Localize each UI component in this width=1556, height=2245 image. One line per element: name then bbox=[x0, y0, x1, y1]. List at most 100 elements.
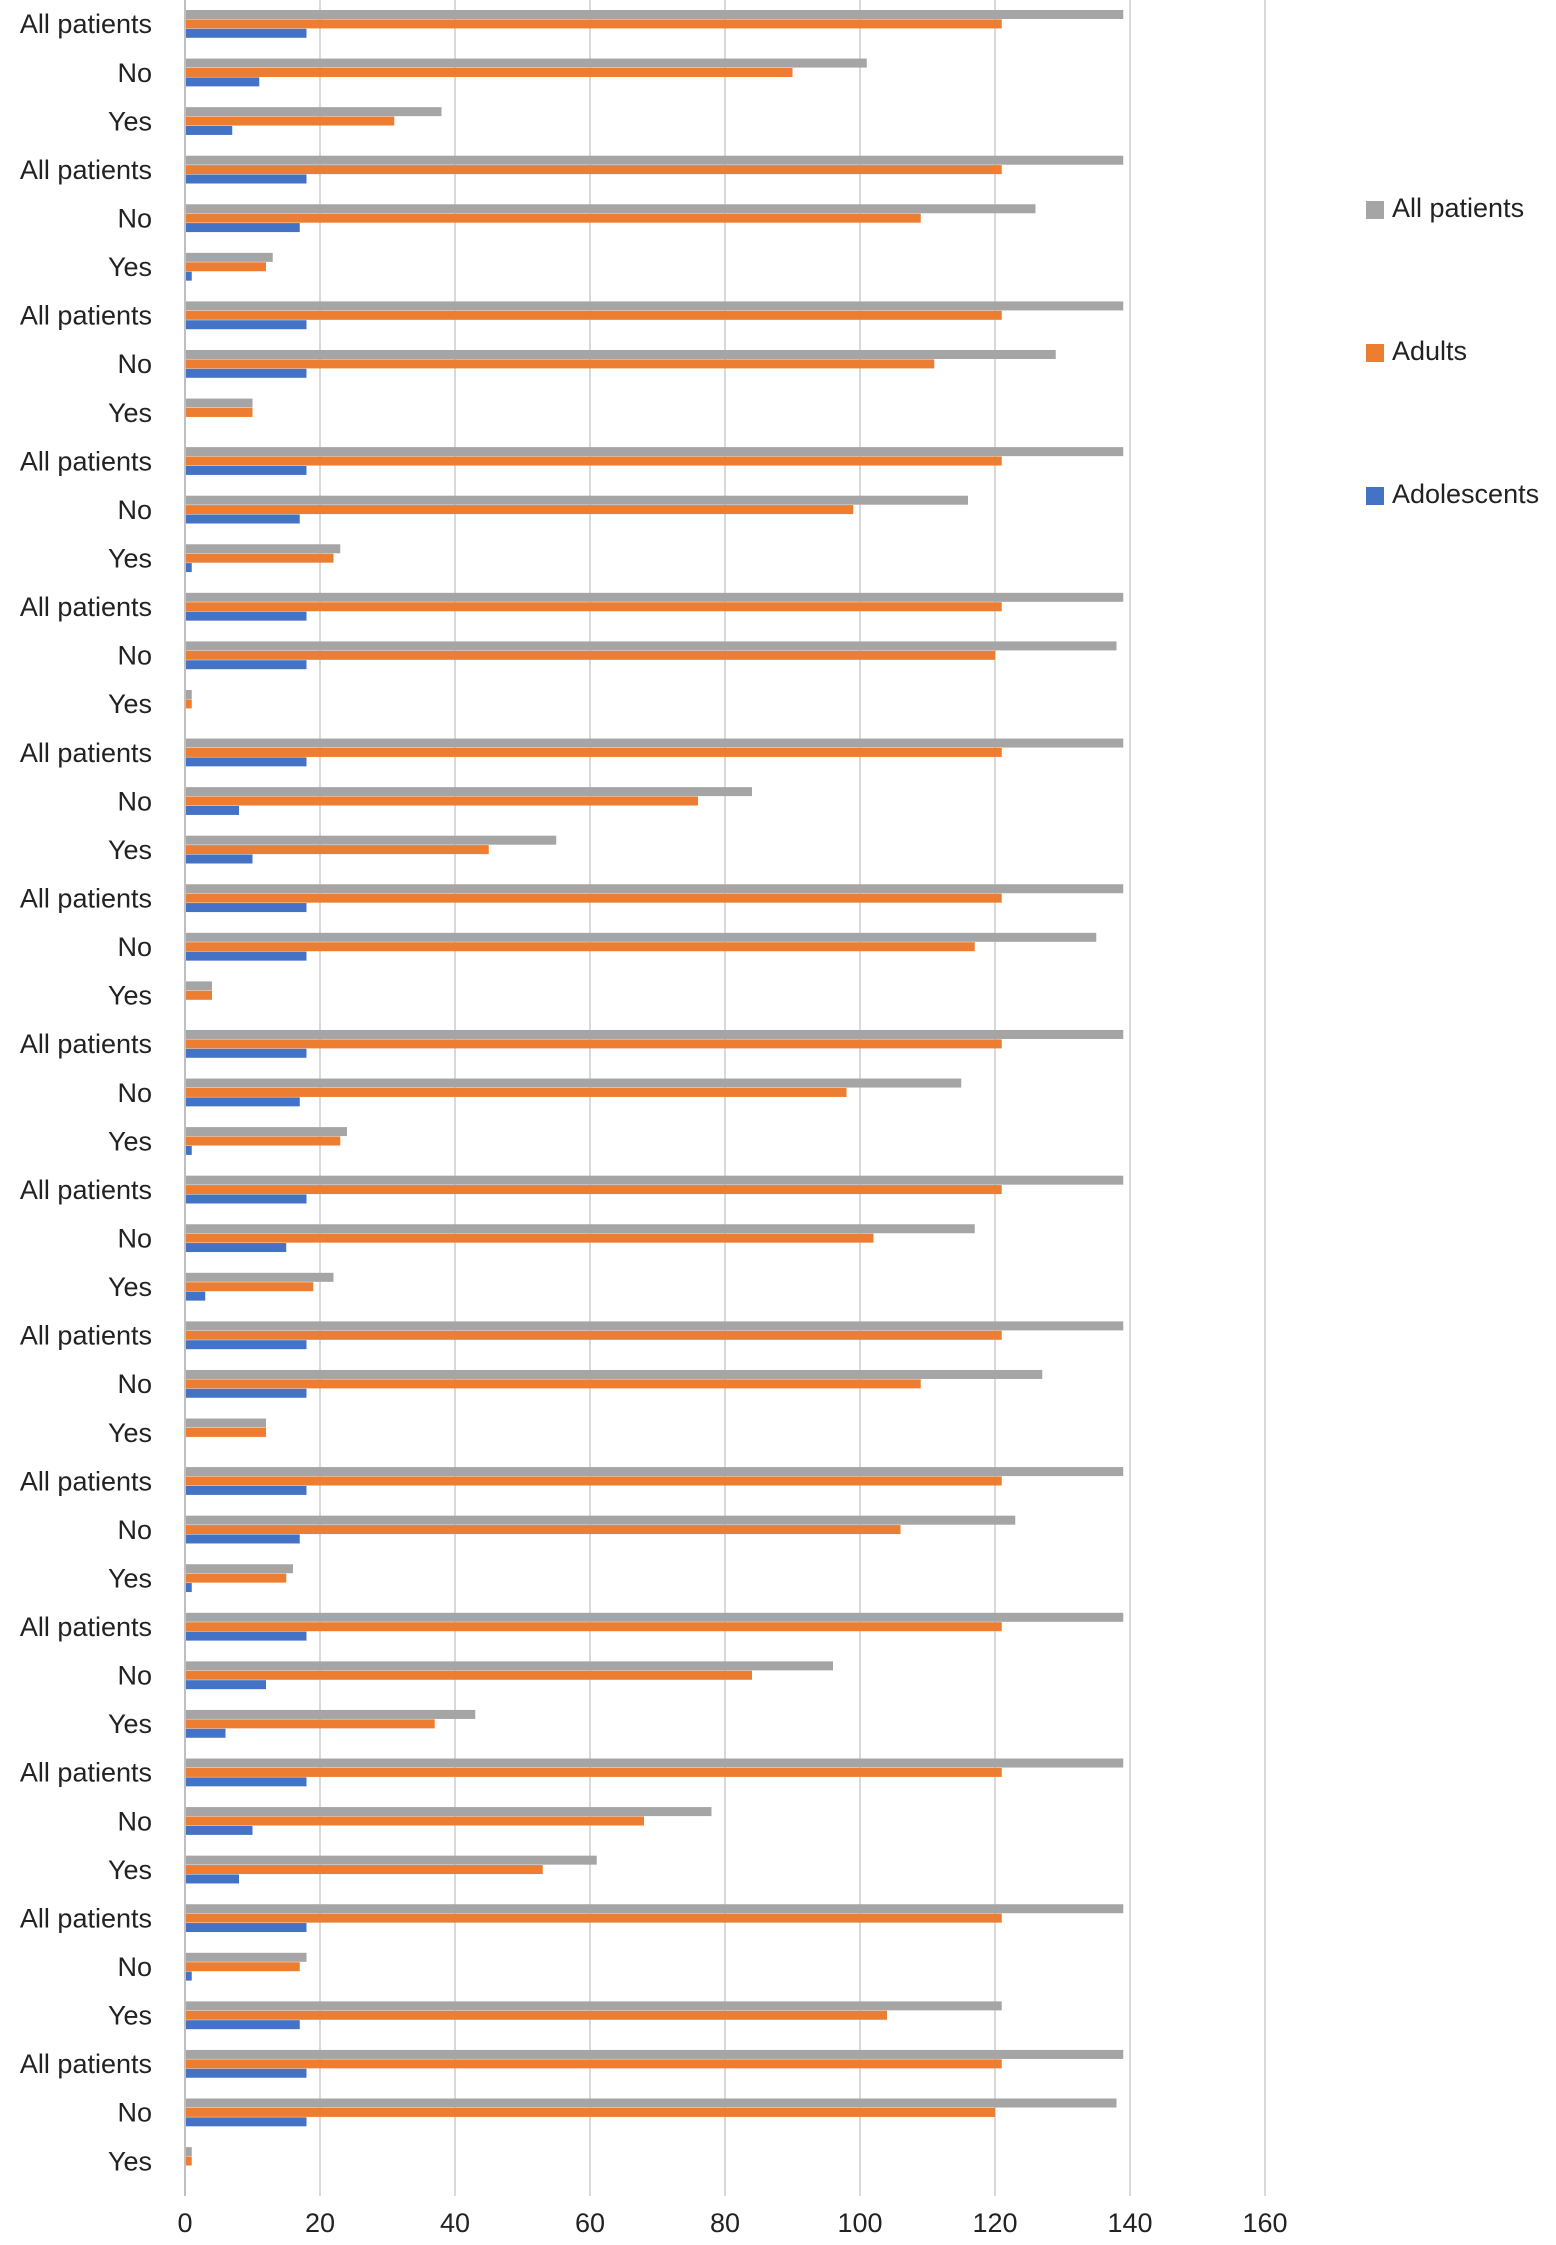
x-tick-label: 140 bbox=[1107, 2208, 1152, 2238]
bar-adolescents bbox=[185, 1923, 307, 1933]
bar-all-patients bbox=[185, 495, 968, 505]
bar-adults bbox=[185, 796, 698, 806]
bar-adults bbox=[185, 1670, 752, 1680]
bar-adolescents bbox=[185, 611, 307, 621]
bar-adolescents bbox=[185, 1048, 307, 1058]
x-tick-label: 40 bbox=[440, 2208, 470, 2238]
category-label: All patients bbox=[20, 446, 152, 476]
bar-adults bbox=[185, 990, 212, 1000]
bar-adolescents bbox=[185, 1340, 307, 1350]
bar-adults bbox=[185, 602, 1002, 612]
category-label: All patients bbox=[20, 592, 152, 622]
category-label: Yes bbox=[108, 689, 152, 719]
bar-all-patients bbox=[185, 447, 1124, 457]
bar-adolescents bbox=[185, 1145, 192, 1155]
category-label: All patients bbox=[20, 1612, 152, 1642]
bar-all-patients bbox=[185, 1564, 293, 1574]
bar-adolescents bbox=[185, 854, 253, 864]
bar-adults bbox=[185, 1233, 874, 1243]
legend: All patients Adults Adolescents bbox=[1366, 193, 1539, 509]
bar-adolescents bbox=[185, 1874, 239, 1884]
bar-all-patients bbox=[185, 2001, 1002, 2011]
bar-adults bbox=[185, 1719, 435, 1729]
bar-all-patients bbox=[185, 2049, 1124, 2059]
bar-adolescents bbox=[185, 465, 307, 475]
bar-adolescents bbox=[185, 1825, 253, 1835]
category-label: All patients bbox=[20, 2049, 152, 2079]
bars bbox=[185, 10, 1124, 2166]
bar-adults bbox=[185, 942, 975, 952]
category-label: Yes bbox=[108, 1418, 152, 1448]
bar-all-patients bbox=[185, 787, 752, 797]
bar-adolescents bbox=[185, 2068, 307, 2078]
category-label: Yes bbox=[108, 1272, 152, 1302]
bar-adults bbox=[185, 1816, 644, 1826]
category-label: All patients bbox=[20, 883, 152, 913]
bar-adults bbox=[185, 747, 1002, 757]
category-label: No bbox=[117, 2098, 152, 2128]
bar-all-patients bbox=[185, 592, 1124, 602]
bar-all-patients bbox=[185, 1807, 712, 1817]
category-label: All patients bbox=[20, 738, 152, 768]
category-label: All patients bbox=[20, 1029, 152, 1059]
category-label: Yes bbox=[108, 543, 152, 573]
category-label: Yes bbox=[108, 398, 152, 428]
bar-adolescents bbox=[185, 514, 300, 524]
category-label: All patients bbox=[20, 1321, 152, 1351]
x-tick-label: 160 bbox=[1242, 2208, 1287, 2238]
category-label: No bbox=[117, 1806, 152, 1836]
bar-adolescents bbox=[185, 1583, 192, 1593]
bar-all-patients bbox=[185, 1418, 266, 1428]
category-label: Yes bbox=[108, 1126, 152, 1156]
bar-adults bbox=[185, 1282, 314, 1292]
bar-adolescents bbox=[185, 368, 307, 378]
bar-all-patients bbox=[185, 1321, 1124, 1331]
bar-adolescents bbox=[185, 1728, 226, 1738]
category-label: No bbox=[117, 1369, 152, 1399]
bar-all-patients bbox=[185, 107, 442, 117]
bar-adults bbox=[185, 213, 921, 223]
bar-adults bbox=[185, 1330, 1002, 1340]
category-label: No bbox=[117, 932, 152, 962]
x-tick-label: 0 bbox=[177, 2208, 192, 2238]
bar-adolescents bbox=[185, 223, 300, 233]
bar-all-patients bbox=[185, 398, 253, 408]
bar-adolescents bbox=[185, 2117, 307, 2127]
bar-all-patients bbox=[185, 1127, 347, 1137]
bar-all-patients bbox=[185, 835, 557, 845]
bar-all-patients bbox=[185, 1078, 962, 1088]
legend-label-adults: Adults bbox=[1392, 336, 1467, 366]
category-label: All patients bbox=[20, 9, 152, 39]
bar-adolescents bbox=[185, 1777, 307, 1787]
bar-adults bbox=[185, 845, 489, 855]
bar-adolescents bbox=[185, 1097, 300, 1107]
bar-all-patients bbox=[185, 1272, 334, 1282]
category-label: No bbox=[117, 1952, 152, 1982]
bar-all-patients bbox=[185, 981, 212, 991]
category-label: Yes bbox=[108, 2001, 152, 2031]
bar-all-patients bbox=[185, 1855, 597, 1865]
bar-adolescents bbox=[185, 271, 192, 281]
bar-all-patients bbox=[185, 10, 1124, 19]
bar-adults bbox=[185, 699, 192, 709]
bar-adults bbox=[185, 2156, 192, 2166]
bar-adults bbox=[185, 1865, 543, 1875]
category-label: All patients bbox=[20, 1466, 152, 1496]
bar-adolescents bbox=[185, 1388, 307, 1398]
bar-adults bbox=[185, 1379, 921, 1389]
x-tick-label: 20 bbox=[305, 2208, 335, 2238]
x-tick-labels: 0 20 40 60 80 100 120 140 160 bbox=[177, 2208, 1287, 2238]
bar-adolescents bbox=[185, 125, 233, 135]
bar-all-patients bbox=[185, 1175, 1124, 1185]
bar-adolescents bbox=[185, 805, 239, 815]
bar-adults bbox=[185, 1185, 1002, 1195]
bar-all-patients bbox=[185, 301, 1124, 311]
category-label: No bbox=[117, 204, 152, 234]
bar-adolescents bbox=[185, 1680, 266, 1690]
category-label: Yes bbox=[108, 106, 152, 136]
bar-adults bbox=[185, 505, 854, 515]
legend-swatch-all-patients bbox=[1366, 201, 1384, 219]
category-label: No bbox=[117, 641, 152, 671]
bar-adolescents bbox=[185, 320, 307, 330]
bar-adults bbox=[185, 19, 1002, 29]
